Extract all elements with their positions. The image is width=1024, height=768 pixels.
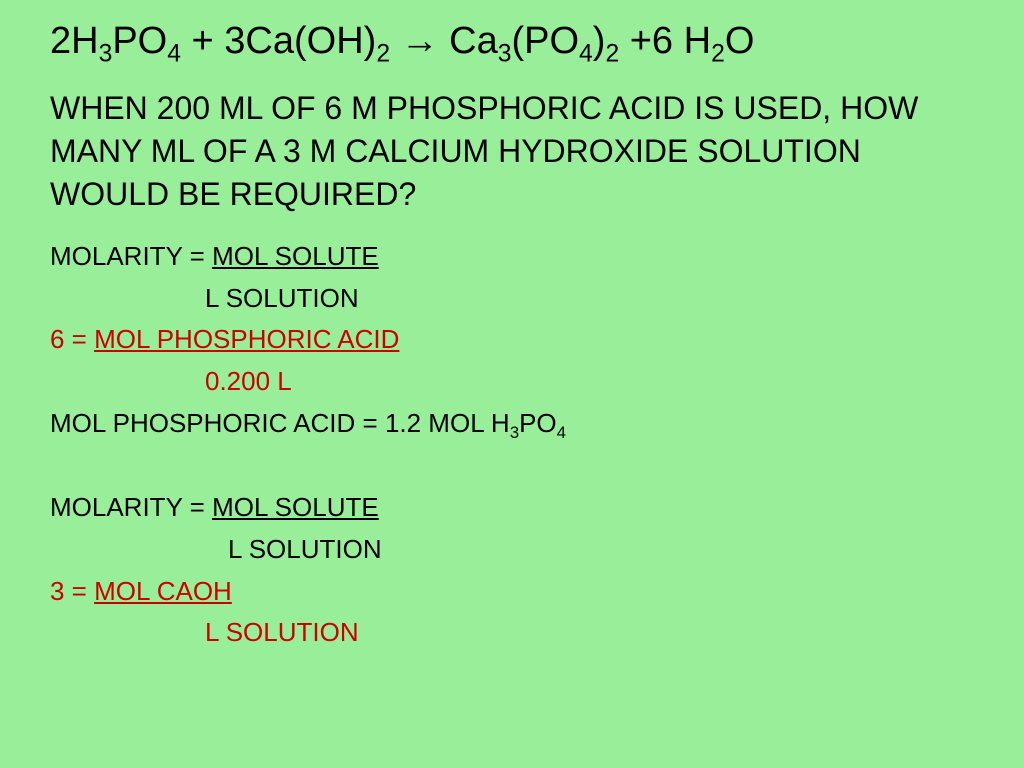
molarity-def-1: Molarity = mol solute (50, 236, 974, 278)
molarity-def-2: Molarity = mol solute (50, 487, 974, 529)
calc-1-denom: 0.200 L (50, 361, 974, 403)
calc-1-num: 6 = mol phosphoric acid (50, 319, 974, 361)
question-text: When 200 mL of 6 M phosphoric acid is us… (50, 87, 974, 217)
molarity-def-1-denom: L solution (50, 278, 974, 320)
calc-2-num: 3 = mol CaOH (50, 571, 974, 613)
work-area: Molarity = mol solute L solution 6 = mol… (50, 236, 974, 654)
calc-2-denom: L solution (50, 612, 974, 654)
eq-text: 2H3PO4 + 3Ca(OH)2 → Ca3(PO4)2 +6 H2O (50, 20, 754, 62)
molarity-def-2-denom: L solution (50, 529, 974, 571)
chemical-equation: 2H3PO4 + 3Ca(OH)2 → Ca3(PO4)2 +6 H2O (50, 20, 974, 69)
result-1: mol phosphoric acid = 1.2 mol H3PO4 (50, 403, 974, 446)
spacer (50, 446, 974, 488)
